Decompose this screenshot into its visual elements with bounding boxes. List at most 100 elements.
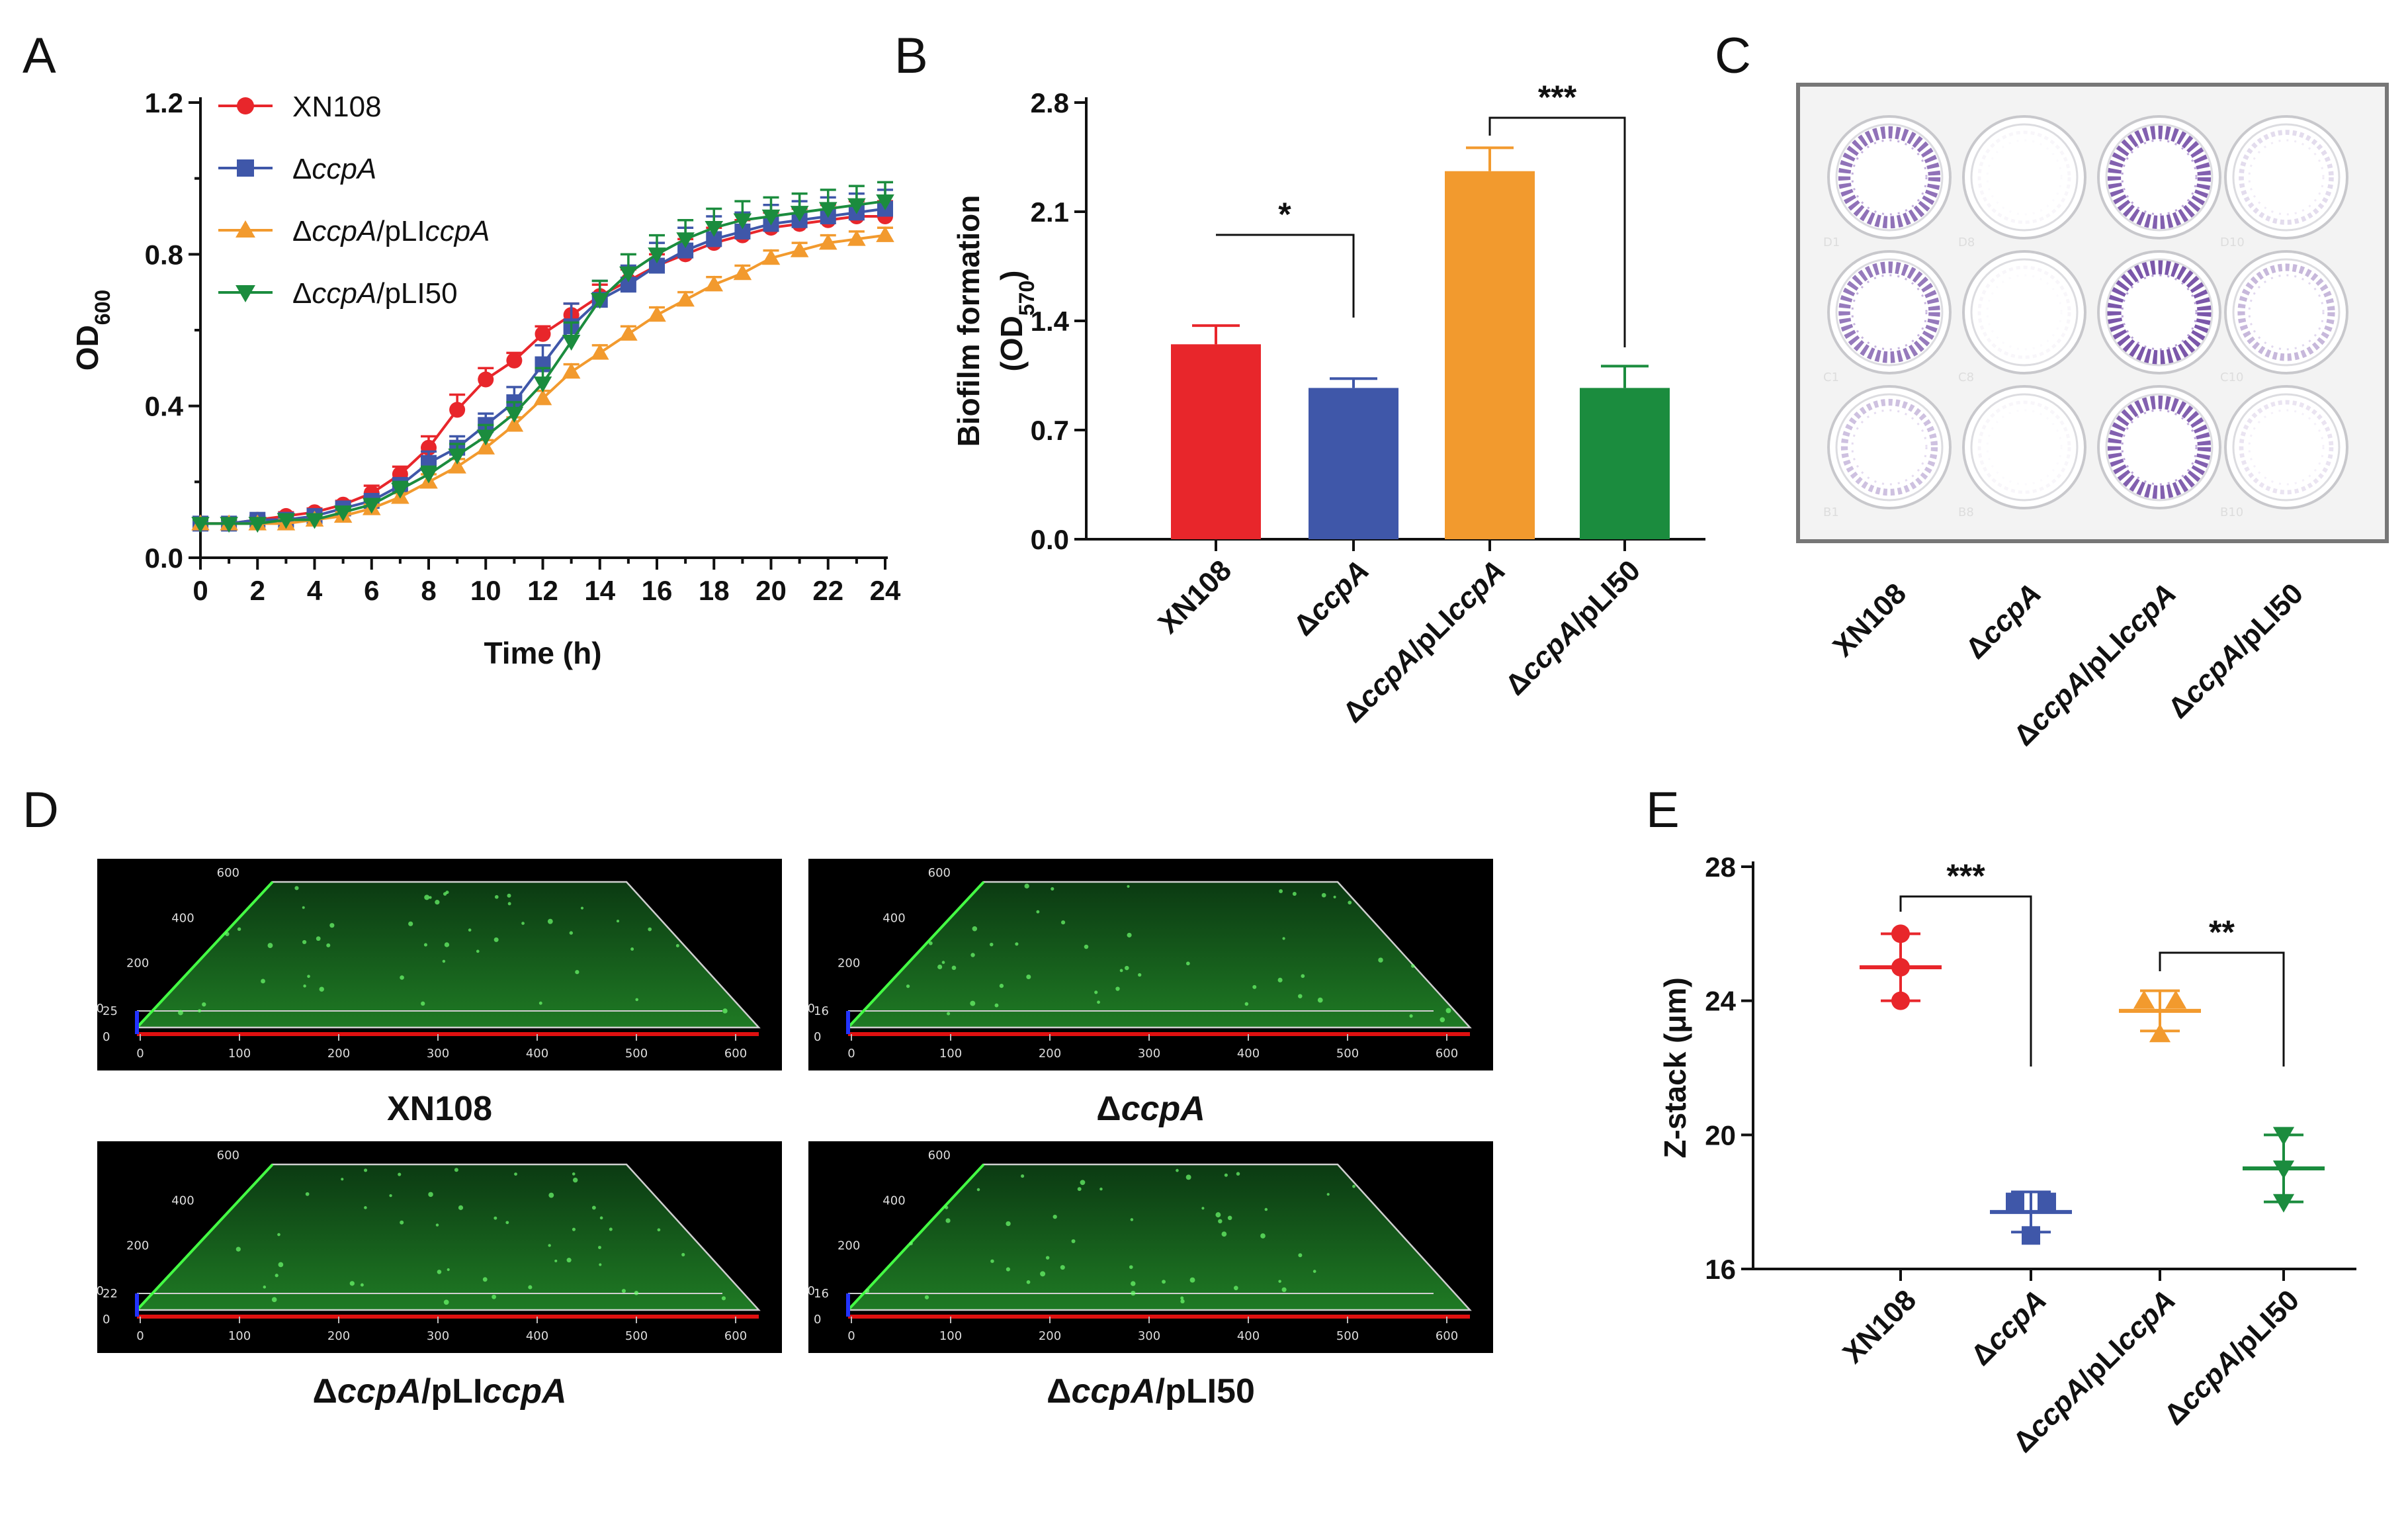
data-point — [535, 326, 551, 342]
cell-speck — [580, 906, 584, 910]
plate-well — [2097, 385, 2221, 509]
cell-speck — [492, 1294, 496, 1299]
data-point — [2038, 1192, 2056, 1211]
x-tick-label: 400 — [526, 1047, 548, 1061]
cell-speck — [1051, 887, 1054, 891]
cell-speck — [722, 1008, 728, 1014]
cell-speck — [937, 964, 943, 970]
cell-speck — [237, 927, 241, 932]
cell-speck — [316, 936, 321, 941]
cell-speck — [1006, 1267, 1010, 1272]
x-axis-title: Time (h) — [484, 636, 601, 670]
cell-speck — [454, 1168, 458, 1172]
x-tick-label: 0 — [847, 1047, 855, 1061]
biofilm-stain — [1977, 400, 2071, 494]
confocal-caption: XN108 — [387, 1090, 492, 1128]
y-axis-line — [847, 1163, 985, 1311]
cell-speck — [599, 1216, 603, 1220]
data-point — [648, 306, 666, 322]
cell-speck — [598, 1246, 601, 1249]
data-point — [1891, 924, 1910, 943]
x-tick-label: 200 — [1039, 1329, 1061, 1343]
x-tick-label: 200 — [1039, 1047, 1061, 1061]
cell-speck — [569, 931, 574, 935]
cell-speck — [1333, 895, 1336, 898]
cell-speck — [437, 1270, 442, 1274]
biofilm-stain — [1977, 130, 2071, 224]
cell-speck — [236, 1246, 241, 1252]
x-tick-label: 600 — [724, 1047, 747, 1061]
x-tick-label: 24 — [870, 575, 901, 606]
significance-bracket — [1216, 234, 1355, 318]
plate-well: C10 — [2220, 250, 2348, 384]
z-value-label: 22 — [103, 1287, 118, 1301]
plate-well — [2097, 115, 2221, 240]
cell-speck — [1281, 1287, 1287, 1292]
cell-speck — [1233, 1286, 1238, 1291]
cell-speck — [428, 1192, 433, 1198]
cell-speck — [865, 1288, 870, 1293]
significance-label: *** — [1538, 79, 1577, 116]
cell-speck — [1224, 1173, 1228, 1177]
y-tick-label: 2.8 — [1031, 87, 1069, 118]
cell-speck — [514, 1172, 517, 1176]
data-point — [277, 513, 296, 529]
cell-speck — [572, 1177, 578, 1183]
cell-speck — [909, 1241, 913, 1246]
cell-speck — [1021, 1174, 1025, 1178]
y-axis-title: Biofilm formation — [951, 195, 986, 447]
cell-speck — [1040, 1271, 1046, 1277]
y-axis-title-units: (OD570) — [994, 270, 1039, 371]
depth-tick-label: 200 — [838, 957, 860, 971]
biofilm-bar-chart: 0.0 0.7 1.4 2.1 2.8 Biofilm formation (OD570) X… — [951, 79, 1705, 729]
plate-well: B8 — [1958, 385, 2086, 519]
cell-speck — [657, 1228, 661, 1232]
depth-tick-label: 400 — [882, 911, 905, 925]
cell-speck — [294, 886, 299, 891]
x-tick-label: 500 — [1336, 1329, 1359, 1343]
x-tick-label: 300 — [427, 1329, 449, 1343]
panel-label-e: E — [1646, 782, 1680, 838]
z-value-label: 25 — [103, 1004, 118, 1018]
y-tick-label: 24 — [1705, 986, 1736, 1017]
x-tick-label: 400 — [1237, 1047, 1260, 1061]
cell-speck — [1138, 973, 1142, 977]
legend-label: XN108 — [292, 91, 382, 123]
biofilm-stain — [2239, 130, 2334, 225]
well-label: B1 — [1823, 505, 1839, 519]
cell-speck — [1127, 932, 1132, 938]
depth-tick-label: 200 — [126, 957, 149, 971]
significance-label: *** — [1946, 857, 1985, 894]
biofilm-volume — [137, 1164, 759, 1310]
cell-speck — [198, 1009, 202, 1013]
cell-speck — [970, 953, 975, 957]
cell-speck — [941, 961, 945, 964]
data-point — [1891, 958, 1910, 977]
data-point — [362, 498, 381, 514]
data-point — [619, 324, 638, 341]
cell-speck — [263, 1286, 267, 1289]
plate-caption: XN108 — [1827, 577, 1913, 663]
cell-speck — [1236, 1172, 1240, 1176]
data-point — [476, 429, 495, 446]
panel-label-c: C — [1715, 28, 1751, 84]
data-point — [448, 449, 466, 464]
z-zero-label: 0 — [814, 1030, 821, 1044]
cell-speck — [1162, 1280, 1166, 1284]
panel-label-d: D — [22, 782, 59, 838]
plate-well: B10 — [2220, 385, 2348, 519]
cell-speck — [476, 949, 480, 953]
data-point — [676, 290, 695, 307]
x-tick-label: 18 — [699, 575, 730, 606]
cell-speck — [591, 1205, 596, 1210]
cell-speck — [494, 937, 499, 942]
plate-caption: ΔccpA/pLI50 — [2162, 577, 2309, 724]
cell-speck — [548, 1244, 551, 1247]
x-tick-label: 300 — [1138, 1047, 1160, 1061]
cell-speck — [408, 921, 413, 926]
y-axis-line — [847, 881, 985, 1029]
